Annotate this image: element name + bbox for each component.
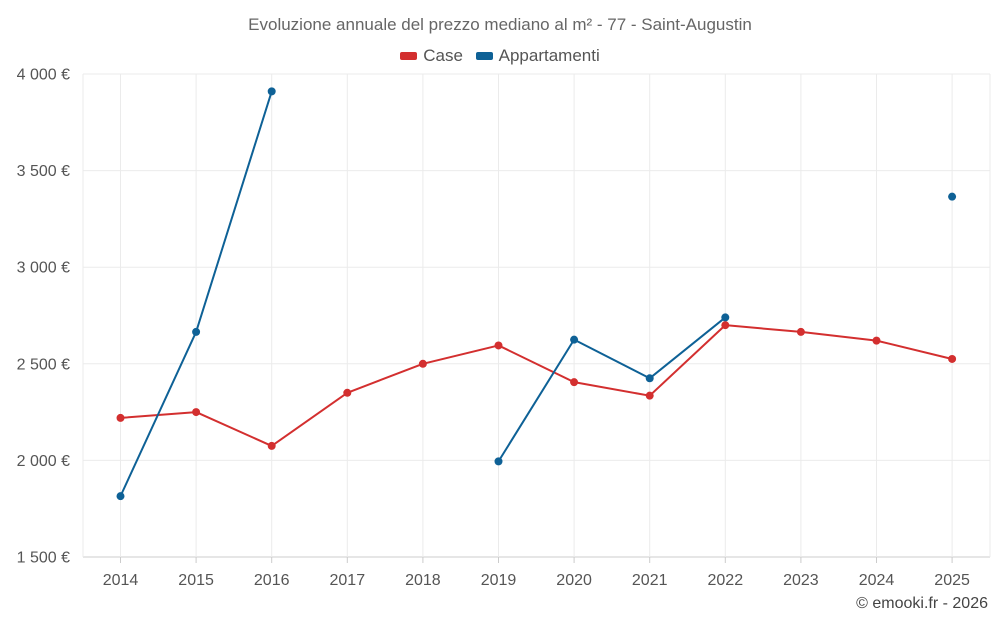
x-tick-label: 2017	[330, 572, 366, 589]
series-line-case	[120, 324, 953, 447]
legend-item-appartamenti[interactable]: Appartamenti	[475, 46, 600, 66]
x-tick-label: 2021	[632, 572, 668, 589]
series	[116, 87, 957, 501]
data-point-case	[192, 408, 201, 417]
data-point-appartamenti	[494, 457, 503, 466]
legend-label-appartamenti: Appartamenti	[498, 46, 600, 65]
data-point-case	[570, 378, 579, 387]
x-tick-label: 2025	[934, 572, 970, 589]
chart-title: Evoluzione annuale del prezzo mediano al…	[248, 15, 752, 34]
legend-swatch-case	[400, 52, 418, 60]
copyright-text: © emooki.fr - 2026	[856, 595, 988, 612]
data-point-case	[343, 388, 352, 397]
x-tick-label: 2018	[405, 572, 441, 589]
data-point-appartamenti	[645, 374, 654, 383]
data-point-case	[948, 354, 957, 363]
data-point-case	[267, 441, 276, 450]
y-tick-label: 2 000 €	[17, 453, 70, 470]
data-point-appartamenti	[721, 313, 730, 322]
data-point-case	[418, 359, 427, 368]
grid	[82, 73, 991, 558]
x-tick-label: 2023	[783, 572, 819, 589]
data-point-case	[645, 391, 654, 400]
y-tick-label: 4 000 €	[17, 67, 70, 84]
x-tick-label: 2020	[556, 572, 592, 589]
x-tick-label: 2024	[859, 572, 895, 589]
data-point-appartamenti	[570, 335, 579, 344]
data-point-appartamenti	[267, 87, 276, 96]
data-point-appartamenti	[192, 327, 201, 336]
legend-swatch-appartamenti	[475, 52, 493, 60]
x-tick-label: 2016	[254, 572, 290, 589]
x-tick-label: 2014	[103, 572, 139, 589]
y-tick-label: 2 500 €	[17, 356, 70, 373]
x-tick-label: 2022	[708, 572, 744, 589]
y-tick-label: 1 500 €	[17, 550, 70, 567]
data-point-appartamenti	[948, 192, 957, 201]
y-tick-label: 3 500 €	[17, 163, 70, 180]
series-line-appartamenti	[497, 316, 726, 462]
data-point-case	[494, 341, 503, 350]
axes: 1 500 € 2 000 € 2 500 € 3 000 € 3 500 € 4 000…	[17, 67, 970, 590]
data-point-case	[872, 336, 881, 345]
legend-item-case[interactable]: Case	[400, 46, 463, 66]
data-point-case	[721, 321, 730, 330]
data-point-case	[116, 413, 125, 422]
x-tick-label: 2015	[178, 572, 214, 589]
data-point-case	[796, 327, 805, 336]
legend-label-case: Case	[423, 46, 463, 65]
data-point-appartamenti	[116, 492, 125, 501]
x-tick-label: 2019	[481, 572, 517, 589]
y-tick-label: 3 000 €	[17, 260, 70, 277]
legend: Case Appartamenti	[0, 45, 1000, 66]
